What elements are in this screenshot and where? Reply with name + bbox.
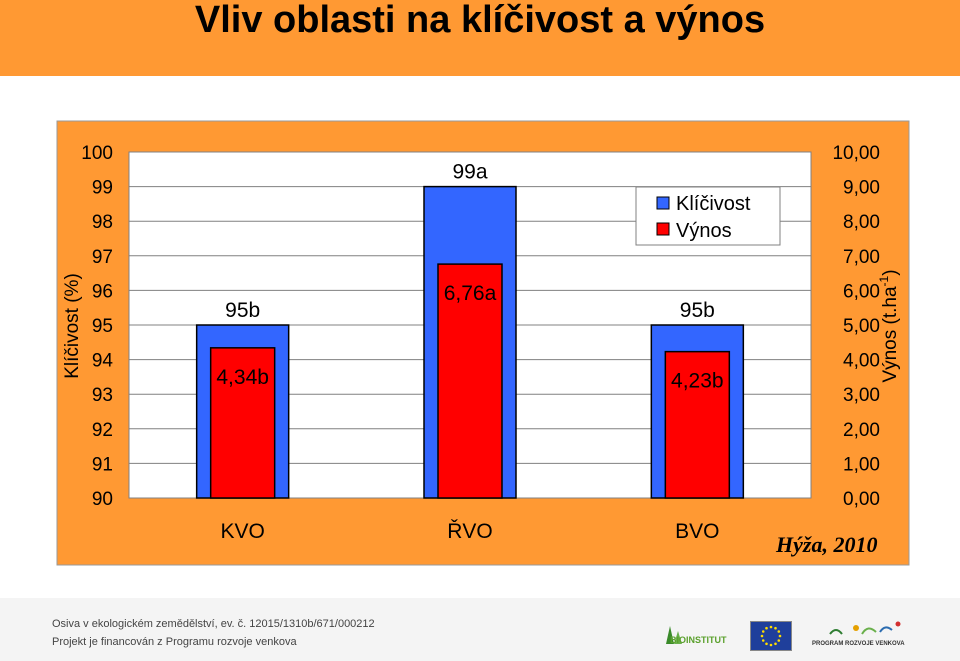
eu-star xyxy=(777,639,781,642)
category-labels: KVO ŘVO BVO xyxy=(220,520,719,543)
right-tick-label: 7,00 xyxy=(843,247,880,268)
legend-swatch-vynos xyxy=(656,222,670,236)
left-tick-label: 92 xyxy=(92,420,113,441)
eu-star xyxy=(777,630,781,633)
left-axis-ticks: 90 91 92 93 94 95 96 97 98 99 100 xyxy=(81,143,113,510)
left-tick-label: 93 xyxy=(92,385,113,406)
category-label-bvo: BVO xyxy=(675,520,719,543)
left-tick-label: 91 xyxy=(92,454,113,475)
eu-star xyxy=(769,643,773,647)
bars: 95b 4,34b 99a 6,76a 95b 4,23b xyxy=(195,161,745,499)
left-tick-label: 99 xyxy=(92,178,113,199)
right-tick-label: 10,00 xyxy=(832,143,880,164)
slide-title: Vliv oblasti na klíčivost a výnos xyxy=(194,0,766,41)
data-label-klicivost: 99a xyxy=(452,161,487,184)
legend-label-kličivost: Klíčivost xyxy=(676,193,751,215)
right-tick-label: 5,00 xyxy=(843,316,880,337)
bioinstitut-logo xyxy=(666,626,682,644)
legend: Klíčivost Výnos xyxy=(635,186,781,246)
eu-star xyxy=(774,626,777,630)
left-tick-label: 90 xyxy=(92,489,113,510)
right-tick-label: 4,00 xyxy=(843,351,880,372)
bar-řvo-vynos xyxy=(437,263,503,499)
source-annotation: Hýža, 2010 xyxy=(775,532,877,557)
bar-chart: 90 91 92 93 94 95 96 97 98 99 100 0,00 1,00 2,00 3,00… xyxy=(56,120,910,566)
right-tick-label: 1,00 xyxy=(843,454,880,475)
right-tick-label: 2,00 xyxy=(843,420,880,441)
right-tick-label: 3,00 xyxy=(843,385,880,406)
eu-flag-logo xyxy=(750,621,792,651)
eu-star xyxy=(774,642,777,646)
category-label-kvo: KVO xyxy=(220,520,264,543)
prv-logo-text: PROGRAM ROZVOJE VENKOVA xyxy=(812,641,905,647)
right-axis-ticks: 0,00 1,00 2,00 3,00 4,00 5,00 6,00 7,00 8,00 9,00… xyxy=(832,143,880,510)
left-tick-label: 95 xyxy=(92,316,113,337)
data-label-vynos: 4,23b xyxy=(671,370,724,393)
right-tick-label: 9,00 xyxy=(843,178,880,199)
left-tick-label: 94 xyxy=(92,351,114,372)
left-tick-label: 96 xyxy=(92,281,113,302)
category-label-řvo: ŘVO xyxy=(447,520,493,543)
footer: Osiva v ekologickém zemědělství, ev. č. … xyxy=(0,598,960,661)
data-label-vynos: 6,76a xyxy=(444,282,497,305)
legend-label-vynos: Výnos xyxy=(676,220,732,242)
right-tick-label: 0,00 xyxy=(843,489,880,510)
eu-star xyxy=(765,642,768,646)
title-bar xyxy=(0,0,960,76)
data-label-klicivost: 95b xyxy=(225,299,260,322)
left-tick-label: 100 xyxy=(81,143,113,164)
right-axis-label-end: ) xyxy=(880,269,901,275)
eu-star xyxy=(760,634,764,638)
left-axis-label: Klíčivost (%) xyxy=(62,273,83,379)
right-tick-label: 6,00 xyxy=(843,281,880,302)
eu-star xyxy=(778,634,782,638)
bar-bvo-vynos xyxy=(664,350,731,499)
program-rozvoje-venkova-logo xyxy=(829,621,901,635)
eu-star xyxy=(769,625,773,629)
footer-project-line: Osiva v ekologickém zemědělství, ev. č. … xyxy=(52,618,375,630)
left-tick-label: 97 xyxy=(92,247,113,268)
bar-kvo-vynos xyxy=(209,347,276,499)
left-tick-label: 98 xyxy=(92,212,113,233)
right-axis-label: Výnos (t.ha-1) xyxy=(877,269,901,382)
right-tick-label: 8,00 xyxy=(843,212,880,233)
footer-funding-line: Projekt je financován z Programu rozvoje… xyxy=(52,636,297,648)
right-axis-label-sup: -1 xyxy=(877,275,891,286)
bioinstitut-logo-text: BIOINSTITUT xyxy=(670,635,727,645)
eu-star xyxy=(765,626,768,630)
data-label-vynos: 4,34b xyxy=(216,366,269,389)
eu-star xyxy=(761,639,765,642)
eu-star xyxy=(761,630,765,633)
legend-swatch-kličivost xyxy=(656,196,670,210)
data-label-klicivost: 95b xyxy=(680,299,715,322)
